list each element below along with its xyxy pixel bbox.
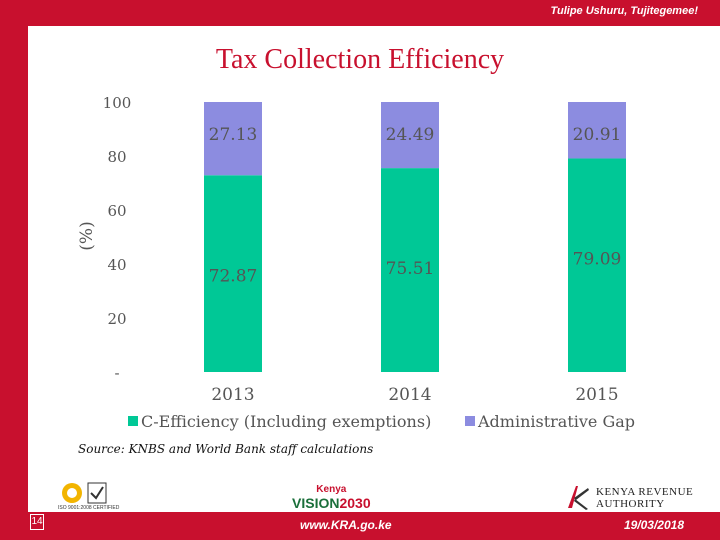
bar-segment xyxy=(568,158,626,372)
y-tick-label: 20 xyxy=(107,310,126,328)
iso-caption: ISO 9001:2008 CERTIFIED xyxy=(58,505,120,511)
x-tick-label: 2015 xyxy=(575,385,618,405)
y-tick-label: 100 xyxy=(103,94,132,112)
data-label: 27.13 xyxy=(209,125,258,145)
y-axis-label: (%) xyxy=(77,221,97,250)
y-ticks: - 20 40 60 80 100 xyxy=(103,94,132,382)
website-link[interactable]: www.KRA.go.ke xyxy=(300,518,392,532)
x-ticks: 2013 2014 2015 xyxy=(211,385,618,405)
legend-label: Administrative Gap xyxy=(477,412,635,431)
legend-label: C-Efficiency (Including exemptions) xyxy=(141,412,431,431)
legend: C-Efficiency (Including exemptions) Admin… xyxy=(128,412,635,431)
slide-date: 19/03/2018 xyxy=(623,518,684,532)
kra-name: KENYA REVENUE AUTHORITY xyxy=(596,486,693,510)
vision-word: VISION xyxy=(292,495,340,511)
bar-segment xyxy=(381,168,439,372)
y-tick-label: 40 xyxy=(107,256,126,274)
y-tick-label: 80 xyxy=(107,148,126,166)
data-label: 24.49 xyxy=(386,125,435,145)
left-bar xyxy=(0,0,28,540)
kra-line1: KENYA REVENUE xyxy=(596,486,694,498)
tagline: Tulipe Ushuru, Tujitegemee! xyxy=(550,5,698,17)
bar-segment xyxy=(204,102,262,176)
data-label: 20.91 xyxy=(573,125,622,145)
x-tick-label: 2014 xyxy=(388,385,431,405)
footer-logos xyxy=(28,476,720,512)
y-tick-label: 60 xyxy=(107,202,126,220)
legend-swatch xyxy=(465,416,475,426)
data-label: 75.51 xyxy=(386,259,435,279)
legend-swatch xyxy=(128,416,138,426)
header-bar: Tulipe Ushuru, Tujitegemee! xyxy=(0,0,720,26)
bars: 72.87 27.13 75.51 24.49 79.09 20.91 xyxy=(204,102,626,372)
y-tick-label: - xyxy=(114,364,119,382)
x-tick-label: 2013 xyxy=(211,385,254,405)
bar-segment xyxy=(568,102,626,159)
data-label: 79.09 xyxy=(573,249,622,269)
bar-segment xyxy=(204,175,262,372)
vision-year: 2030 xyxy=(339,495,371,511)
kra-line2: AUTHORITY xyxy=(596,498,665,510)
slide-number: 14 xyxy=(30,514,44,530)
bar-segment xyxy=(381,102,439,169)
chart-title: Tax Collection Efficiency xyxy=(215,44,505,75)
iso-certification-icon xyxy=(62,482,107,504)
data-label: 72.87 xyxy=(209,266,258,286)
footer-bar xyxy=(0,512,720,540)
vision-top-text: Kenya xyxy=(316,484,347,495)
kra-logo-icon xyxy=(568,486,589,510)
source-note: Source: KNBS and World Bank staff calcul… xyxy=(78,442,374,456)
vision-2030-logo: Kenya VISION2030 xyxy=(292,484,371,511)
